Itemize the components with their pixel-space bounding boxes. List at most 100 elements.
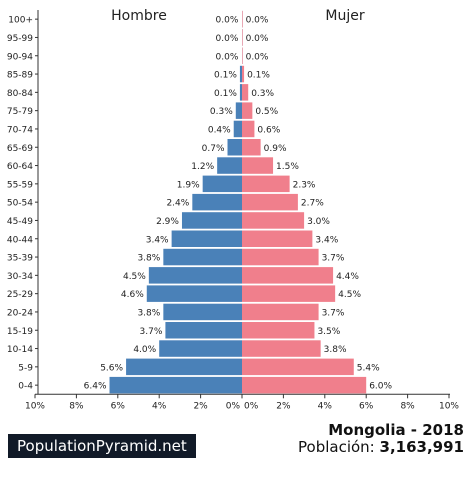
female-value-label: 3.7% <box>322 254 345 264</box>
age-group-label: 55-59 <box>7 180 33 190</box>
female-value-label: 0.0% <box>246 52 269 62</box>
male-value-label: 2.4% <box>166 199 189 209</box>
x-tick-label-left: 4% <box>152 401 167 411</box>
female-bar <box>242 193 298 211</box>
male-value-label: 0.0% <box>216 34 239 44</box>
x-tick-label-left: 6% <box>111 401 126 411</box>
x-tick-label-right: 8% <box>400 401 415 411</box>
x-tick-label-right: 0% <box>244 401 259 411</box>
age-group-label: 85-89 <box>7 71 33 81</box>
female-bar <box>242 120 255 138</box>
female-bar <box>242 267 334 284</box>
age-group-label: 20-24 <box>7 308 33 318</box>
female-value-label: 3.5% <box>317 327 340 337</box>
male-bar <box>239 84 242 101</box>
male-value-label: 4.0% <box>133 345 156 355</box>
male-value-label: 4.5% <box>123 272 146 282</box>
male-value-label: 1.9% <box>177 180 200 190</box>
male-bar <box>171 230 242 247</box>
female-value-label: 0.5% <box>255 107 278 117</box>
male-value-label: 3.8% <box>137 308 160 318</box>
male-bar <box>159 340 242 357</box>
age-group-label: 30-34 <box>7 272 33 282</box>
age-group-label: 90-94 <box>7 52 33 62</box>
x-tick-label-left: 0% <box>226 401 241 411</box>
male-value-label: 1.2% <box>191 162 214 172</box>
female-bar <box>242 358 354 376</box>
population-line: Población: 3,163,991 <box>298 438 464 456</box>
age-group-label: 45-49 <box>7 217 33 227</box>
age-group-label: 95-99 <box>7 34 33 44</box>
male-bar <box>227 139 242 156</box>
female-bar <box>242 376 367 394</box>
male-value-label: 0.4% <box>208 125 231 135</box>
x-tick-label-right: 2% <box>276 401 291 411</box>
female-value-label: 5.4% <box>357 363 380 373</box>
male-bar <box>217 157 242 174</box>
female-bar <box>242 212 305 229</box>
male-bar <box>165 322 242 339</box>
male-value-label: 0.1% <box>214 71 237 81</box>
male-bar <box>163 248 242 266</box>
female-bar <box>242 175 290 193</box>
male-bar <box>192 193 242 211</box>
female-value-label: 0.0% <box>246 16 269 26</box>
x-tick-label-right: 4% <box>318 401 333 411</box>
female-value-label: 0.1% <box>247 71 270 81</box>
male-bar <box>239 65 242 83</box>
female-bar <box>242 285 336 302</box>
female-bar <box>242 139 261 156</box>
brand-logo[interactable]: PopulationPyramid.net <box>8 434 196 458</box>
male-bar <box>126 358 242 376</box>
x-tick-label-right: 10% <box>439 401 459 411</box>
x-tick-label-right: 6% <box>359 401 374 411</box>
age-group-label: 15-19 <box>7 327 33 337</box>
female-bar <box>242 47 243 64</box>
age-group-label: 80-84 <box>7 89 33 99</box>
age-group-label: 10-14 <box>7 345 33 355</box>
country-year-title: Mongolia - 2018 <box>328 421 464 439</box>
age-group-label: 75-79 <box>7 107 33 117</box>
female-value-label: 6.0% <box>369 382 392 392</box>
age-group-label: 70-74 <box>7 125 33 135</box>
male-bar <box>233 120 242 138</box>
female-bar <box>242 84 249 101</box>
male-value-label: 0.7% <box>202 144 225 154</box>
female-bar <box>242 230 313 247</box>
female-bar <box>242 303 319 321</box>
female-bar <box>242 248 319 266</box>
age-group-label: 35-39 <box>7 254 33 264</box>
male-value-label: 0.1% <box>214 89 237 99</box>
female-value-label: 0.6% <box>257 125 280 135</box>
female-value-label: 3.8% <box>324 345 347 355</box>
female-value-label: 0.0% <box>246 34 269 44</box>
female-value-label: 4.5% <box>338 290 361 300</box>
x-tick-label-left: 10% <box>25 401 45 411</box>
male-bar <box>181 212 242 229</box>
female-value-label: 3.4% <box>315 235 338 245</box>
female-bar <box>242 10 243 28</box>
male-value-label: 3.4% <box>146 235 169 245</box>
male-bar <box>202 175 242 193</box>
age-group-label: 40-44 <box>7 235 33 245</box>
x-tick-label-left: 8% <box>69 401 84 411</box>
female-bar <box>242 29 243 46</box>
female-bar <box>242 157 274 174</box>
series-label-hombre: Hombre <box>111 8 167 24</box>
male-value-label: 6.4% <box>84 382 107 392</box>
female-value-label: 2.7% <box>301 199 324 209</box>
age-group-label: 65-69 <box>7 144 33 154</box>
age-group-label: 60-64 <box>7 162 33 172</box>
female-value-label: 3.7% <box>322 308 345 318</box>
male-value-label: 4.6% <box>121 290 144 300</box>
female-bar <box>242 340 321 357</box>
male-value-label: 0.3% <box>210 107 233 117</box>
age-group-label: 5-9 <box>18 363 33 373</box>
age-group-label: 100+ <box>8 16 33 26</box>
age-group-label: 0-4 <box>18 382 33 392</box>
age-group-label: 25-29 <box>7 290 33 300</box>
female-bar <box>242 65 245 83</box>
age-group-label: 50-54 <box>7 199 33 209</box>
male-value-label: 0.0% <box>216 52 239 62</box>
female-value-label: 0.9% <box>264 144 287 154</box>
